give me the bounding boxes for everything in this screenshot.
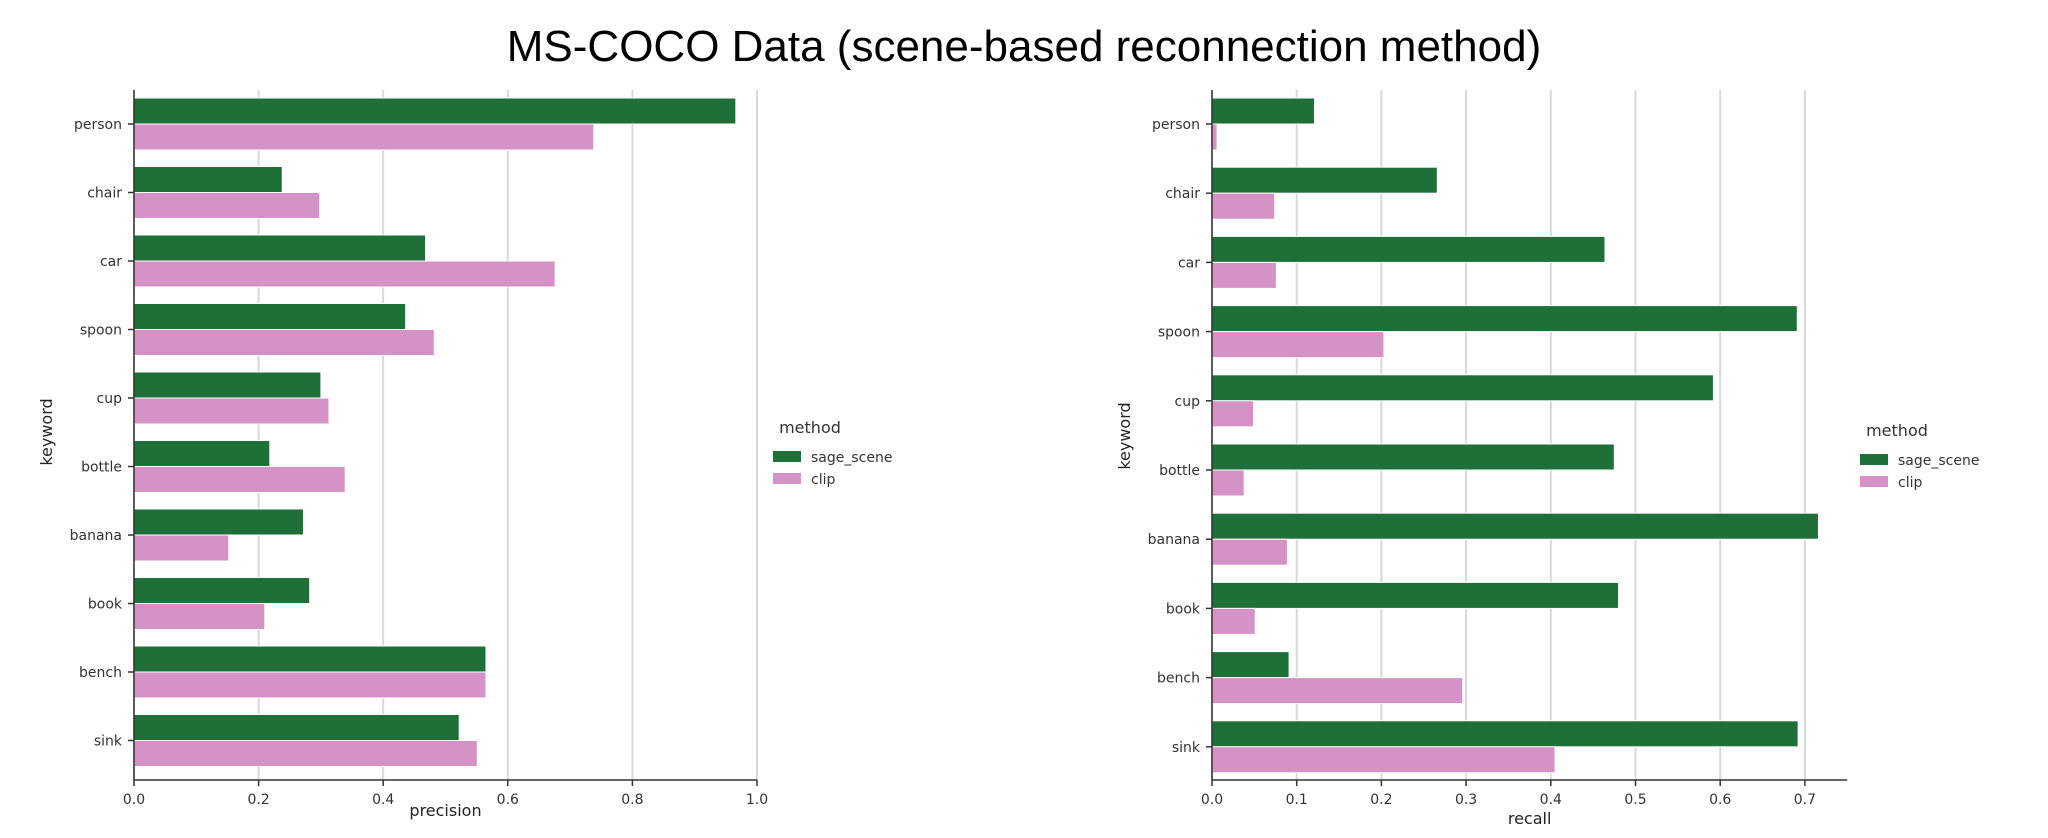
category-label: person: [74, 117, 122, 133]
category-label: banana: [70, 528, 122, 544]
x-tick-label: 0.4: [372, 792, 394, 808]
bar-clip-car: [133, 260, 556, 288]
category-label: chair: [1165, 186, 1200, 202]
x-tick-label: 1.0: [746, 792, 768, 808]
bar-sage_scene-cup: [1211, 374, 1714, 402]
bar-sage_scene-sink: [1211, 720, 1799, 748]
category-label: cup: [1175, 394, 1201, 410]
bar-clip-bottle: [133, 466, 346, 493]
x-tick-label: 0.6: [497, 792, 519, 808]
x-axis-title: recall: [1508, 809, 1552, 828]
legend-label-clip: clip: [811, 472, 835, 488]
bar-clip-sink: [133, 740, 478, 767]
bar-clip-chair: [1211, 192, 1276, 220]
y-axis-title: keyword: [37, 398, 56, 465]
bar-clip-bottle: [1211, 469, 1245, 497]
category-label: book: [1166, 601, 1201, 617]
bar-clip-cup: [133, 397, 330, 425]
y-axis-title: keyword: [1115, 402, 1134, 469]
bar-clip-spoon: [1211, 331, 1385, 359]
bar-sage_scene-person: [133, 97, 737, 125]
category-label: cup: [97, 391, 123, 407]
legend-label-clip: clip: [1898, 475, 1922, 491]
bar-sage_scene-car: [133, 234, 427, 262]
category-label: person: [1152, 117, 1200, 133]
bar-clip-bench: [133, 671, 487, 699]
category-label: spoon: [80, 323, 122, 339]
bar-sage_scene-spoon: [133, 303, 407, 330]
bar-clip-chair: [133, 192, 321, 219]
legend-swatch-clip: [1860, 476, 1888, 487]
category-label: banana: [1148, 532, 1200, 548]
bar-clip-bench: [1211, 677, 1464, 705]
category-label: spoon: [1158, 325, 1200, 341]
category-label: sink: [94, 734, 123, 750]
bar-sage_scene-banana: [1211, 512, 1819, 540]
category-label: bench: [1157, 671, 1200, 687]
legend-label-sage_scene: sage_scene: [1898, 453, 1979, 469]
category-label: book: [88, 597, 123, 613]
bar-clip-car: [1211, 261, 1277, 289]
legend-title: method: [779, 418, 841, 437]
bar-sage_scene-chair: [133, 166, 283, 193]
bar-sage_scene-cup: [133, 371, 322, 399]
category-label: sink: [1172, 740, 1201, 756]
bar-sage_scene-sink: [133, 714, 460, 741]
bar-sage_scene-spoon: [1211, 305, 1798, 333]
bar-sage_scene-banana: [133, 508, 304, 536]
category-label: chair: [87, 186, 122, 202]
x-axis-title: precision: [409, 801, 481, 820]
bar-clip-banana: [133, 534, 230, 562]
bar-clip-sink: [1211, 746, 1556, 774]
x-tick-label: 0.3: [1455, 792, 1477, 808]
x-tick-label: 0.1: [1286, 792, 1308, 808]
x-tick-label: 0.2: [1370, 792, 1392, 808]
bar-sage_scene-bench: [133, 645, 487, 673]
category-label: bench: [79, 665, 122, 681]
bar-clip-person: [1211, 123, 1218, 151]
x-tick-label: 0.7: [1794, 792, 1816, 808]
x-tick-label: 0.2: [247, 792, 269, 808]
bar-sage_scene-book: [1211, 581, 1620, 609]
legend-label-sage_scene: sage_scene: [811, 450, 892, 466]
legend-swatch-clip: [773, 473, 801, 484]
bar-clip-book: [1211, 607, 1256, 635]
bar-sage_scene-chair: [1211, 166, 1438, 194]
x-tick-label: 0.6: [1709, 792, 1731, 808]
bar-sage_scene-bench: [1211, 651, 1290, 679]
bar-clip-spoon: [133, 329, 435, 356]
precision-chart: person chair car spoon cup bottle banana book be…: [37, 90, 892, 820]
bar-clip-cup: [1211, 400, 1255, 428]
legend-title: method: [1866, 421, 1928, 440]
bar-clip-banana: [1211, 538, 1288, 566]
category-label: car: [100, 254, 122, 270]
category-label: car: [1178, 255, 1200, 271]
category-label: bottle: [1159, 463, 1200, 479]
bar-clip-book: [133, 603, 266, 630]
category-label: bottle: [81, 460, 122, 476]
bar-sage_scene-bottle: [1211, 443, 1615, 471]
bar-sage_scene-car: [1211, 235, 1606, 263]
bar-sage_scene-bottle: [133, 440, 271, 467]
bar-clip-person: [133, 123, 595, 151]
x-tick-label: 0.5: [1624, 792, 1646, 808]
x-tick-label: 0.0: [123, 792, 145, 808]
x-tick-label: 0.4: [1540, 792, 1562, 808]
legend-swatch-sage_scene: [1860, 454, 1888, 465]
bar-sage_scene-book: [133, 577, 311, 604]
page-title: MS-COCO Data (scene-based reconnection m…: [506, 22, 1542, 71]
recall-chart: person chair car spoon cup bottle banana book be…: [1115, 90, 1979, 828]
legend-swatch-sage_scene: [773, 451, 801, 462]
x-tick-label: 0.8: [621, 792, 643, 808]
x-tick-label: 0.0: [1201, 792, 1223, 808]
bar-sage_scene-person: [1211, 97, 1315, 125]
